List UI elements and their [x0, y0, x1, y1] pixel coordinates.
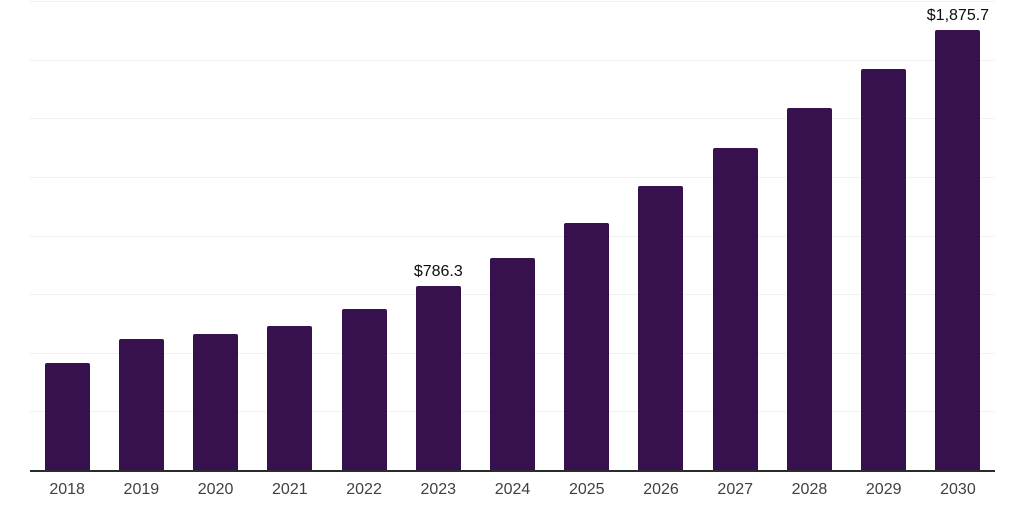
bar-2020 — [193, 334, 239, 470]
bar-2022 — [341, 309, 387, 470]
bar-2023 — [415, 285, 461, 470]
x-tick-2018: 2018 — [49, 481, 85, 498]
bar-2024 — [490, 257, 536, 470]
bar-2028 — [786, 107, 832, 470]
bar-group-2028 — [772, 1, 846, 470]
bar-group-2020 — [178, 1, 252, 470]
bar-2030 — [935, 30, 981, 470]
bar-group-2019 — [104, 1, 178, 470]
x-tick-2026: 2026 — [643, 481, 679, 498]
bar-group-2030: $1,875.7 — [921, 1, 995, 470]
x-tick-2023: 2023 — [420, 481, 457, 498]
bar-group-2021 — [253, 1, 327, 470]
bar-2029 — [861, 68, 907, 470]
x-tick-2019: 2019 — [123, 481, 160, 498]
gridline-1750 — [30, 59, 995, 61]
bar-group-2025 — [550, 1, 624, 470]
bar-2021 — [267, 326, 313, 470]
bar-2026 — [638, 185, 684, 470]
bar-group-2027 — [698, 1, 772, 470]
x-tick-2027: 2027 — [717, 481, 754, 498]
bar-group-2023: $786.3 — [401, 1, 475, 470]
gridline-2000 — [30, 1, 995, 2]
x-tick-2021: 2021 — [272, 481, 308, 498]
bar-2018 — [44, 363, 90, 470]
bar-group-2026 — [624, 1, 698, 470]
gridline-1250 — [30, 176, 995, 178]
x-tick-2025: 2025 — [568, 481, 605, 498]
bar-2027 — [712, 147, 758, 470]
x-axis-labels: 2018 2019 2020 2021 2022 2023 2024 2025 2026 2027… — [30, 480, 995, 499]
bar-group-2029 — [847, 1, 921, 470]
plot-area: $786.3 $1,875.7 — [30, 1, 995, 472]
bar-group-2024 — [475, 1, 549, 470]
bar-value-label-2030: $1,875.7 — [926, 7, 990, 25]
bars-container: $786.3 $1,875.7 — [30, 1, 995, 470]
x-tick-2024: 2024 — [494, 481, 531, 498]
bar-value-label-2023: $786.3 — [413, 262, 463, 280]
x-tick-2022: 2022 — [346, 481, 382, 498]
bar-2025 — [564, 222, 610, 470]
x-tick-2029: 2029 — [865, 481, 902, 498]
gridline-1500 — [30, 118, 995, 120]
x-axis-line — [30, 470, 995, 472]
x-tick-2030: 2030 — [940, 481, 976, 498]
bar-group-2018 — [30, 1, 104, 470]
bar-group-2022 — [327, 1, 401, 470]
x-tick-2020: 2020 — [197, 481, 234, 498]
bar-2019 — [118, 339, 164, 470]
x-tick-2028: 2028 — [791, 481, 828, 498]
gridline-1000 — [30, 235, 995, 237]
